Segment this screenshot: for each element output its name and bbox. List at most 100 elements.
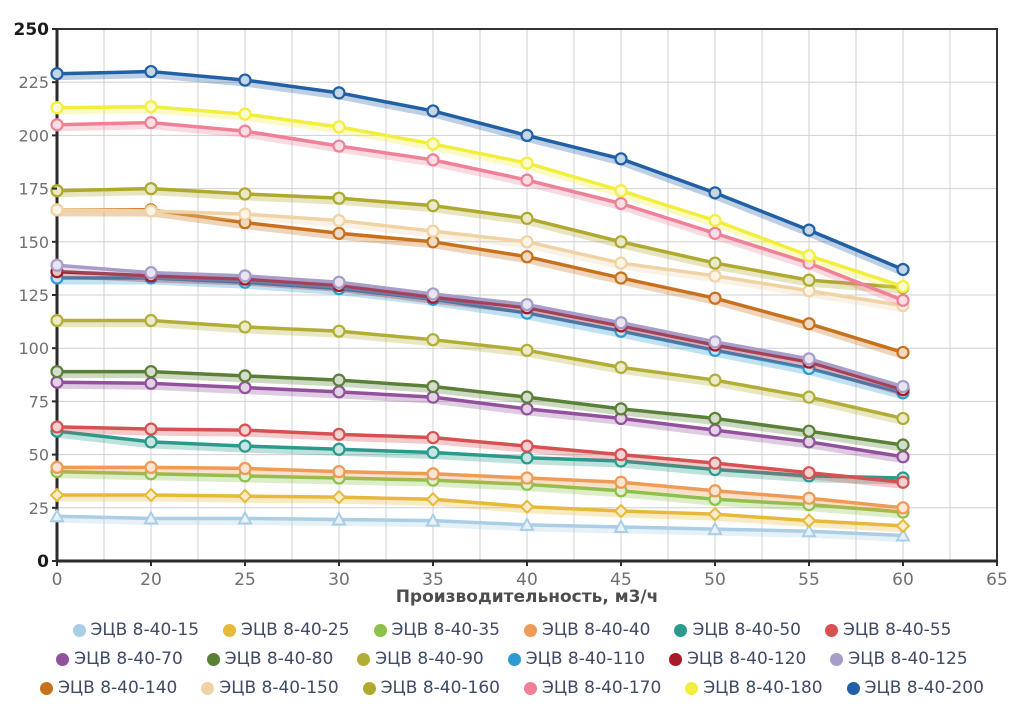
data-point-marker	[802, 223, 816, 237]
data-point-marker	[144, 422, 158, 436]
x-tick-label: 60	[892, 570, 914, 590]
legend-color-dot	[362, 681, 376, 695]
legend-item-эцв-8-40-140[interactable]: ЭЦВ 8-40-140	[40, 678, 177, 698]
x-tick-label: 55	[798, 570, 820, 590]
data-point-marker	[707, 506, 723, 522]
data-point-marker	[50, 313, 64, 328]
data-point-marker	[520, 211, 534, 225]
data-point-marker	[708, 423, 722, 437]
data-point-marker	[802, 352, 816, 366]
series-shadow	[53, 370, 907, 452]
series-эцв-8-40-90	[50, 313, 910, 426]
data-point-marker	[144, 365, 158, 379]
data-point-marker	[802, 390, 816, 404]
legend-item-эцв-8-40-180[interactable]: ЭЦВ 8-40-180	[685, 678, 823, 698]
legend-label: ЭЦВ 8-40-200	[864, 678, 984, 698]
legend-label: ЭЦВ 8-40-55	[842, 620, 952, 640]
data-point-marker	[238, 187, 252, 201]
legend-item-эцв-8-40-150[interactable]: ЭЦВ 8-40-150	[201, 678, 339, 698]
data-point-marker	[426, 430, 440, 445]
data-point-marker	[50, 101, 64, 115]
legend-color-dot	[674, 623, 688, 637]
data-point-marker	[802, 424, 816, 438]
data-point-marker	[426, 199, 440, 213]
series-shadow	[53, 319, 907, 425]
series-эцв-8-40-25	[49, 487, 911, 534]
legend-label: ЭЦВ 8-40-125	[848, 649, 968, 669]
data-point-marker	[331, 511, 347, 526]
data-point-marker	[520, 343, 534, 357]
data-point-marker	[143, 510, 159, 525]
data-point-marker	[332, 324, 346, 338]
legend-color-dot	[524, 681, 537, 695]
legend-item-эцв-8-40-50[interactable]: ЭЦВ 8-40-50	[674, 620, 801, 640]
data-point-marker	[895, 518, 911, 534]
data-point-marker	[144, 376, 158, 390]
legend-color-dot	[40, 681, 54, 695]
legend-label: ЭЦВ 8-40-50	[692, 620, 801, 640]
data-point-marker	[520, 156, 534, 170]
legend-label: ЭЦВ 8-40-110	[525, 649, 646, 669]
legend-item-эцв-8-40-80[interactable]: ЭЦВ 8-40-80	[206, 649, 334, 669]
y-tick-label: 0	[37, 552, 49, 572]
legend-item-эцв-8-40-200[interactable]: ЭЦВ 8-40-200	[846, 678, 984, 698]
legend-item-эцв-8-40-35[interactable]: ЭЦВ 8-40-35	[373, 620, 500, 640]
data-point-marker	[896, 501, 910, 515]
data-point-marker	[238, 461, 252, 476]
data-point-marker	[426, 467, 440, 481]
legend-item-эцв-8-40-125[interactable]: ЭЦВ 8-40-125	[830, 649, 968, 669]
data-point-marker	[238, 423, 252, 437]
data-point-marker	[332, 442, 346, 456]
data-point-marker	[896, 450, 910, 464]
data-point-marker	[520, 451, 534, 465]
data-point-marker	[708, 411, 722, 426]
data-point-marker	[896, 438, 910, 452]
x-tick-label: 45	[610, 570, 632, 590]
legend-item-эцв-8-40-40[interactable]: ЭЦВ 8-40-40	[524, 620, 650, 640]
data-point-marker	[520, 439, 534, 453]
data-point-marker	[238, 439, 252, 453]
legend-item-эцв-8-40-15[interactable]: ЭЦВ 8-40-15	[72, 620, 200, 640]
series-эцв-8-40-170	[50, 116, 910, 307]
legend-item-эцв-8-40-70[interactable]: ЭЦВ 8-40-70	[56, 649, 183, 669]
legend-label: ЭЦВ 8-40-15	[90, 620, 200, 640]
series-shadow	[53, 70, 907, 276]
legend-label: ЭЦВ 8-40-80	[224, 649, 334, 669]
data-point-marker	[426, 104, 440, 118]
data-point-marker	[708, 291, 722, 305]
legend-item-эцв-8-40-55[interactable]: ЭЦВ 8-40-55	[824, 620, 952, 640]
data-point-marker	[238, 73, 252, 87]
x-tick-label: 35	[422, 570, 444, 590]
legend-label: ЭЦВ 8-40-25	[241, 620, 350, 640]
legend-color-dot	[685, 681, 699, 695]
legend-item-эцв-8-40-110[interactable]: ЭЦВ 8-40-110	[507, 649, 646, 669]
y-tick-label: 50	[29, 446, 49, 465]
series-эцв-8-40-80	[50, 365, 910, 452]
data-point-marker	[144, 266, 158, 280]
legend-item-эцв-8-40-160[interactable]: ЭЦВ 8-40-160	[362, 678, 500, 698]
series-shadow	[53, 208, 907, 313]
legend-color-dot	[824, 623, 838, 637]
data-point-marker	[708, 256, 722, 270]
data-point-marker	[708, 335, 722, 349]
data-point-marker	[50, 420, 64, 434]
series-line	[55, 369, 905, 447]
axis-labels: 0 25 50 75 100 125 150 175 200 225 250 0 20 25 30 35 40 4…	[14, 20, 1008, 590]
series-эцв-8-40-150	[50, 203, 910, 313]
data-point-marker	[896, 262, 910, 277]
legend-label: ЭЦВ 8-40-140	[58, 678, 178, 698]
legend-color-dot	[830, 652, 844, 666]
legend-item-эцв-8-40-120[interactable]: ЭЦВ 8-40-120	[669, 649, 806, 669]
legend-color-dot	[201, 681, 215, 695]
data-point-marker	[50, 258, 64, 272]
legend-item-эцв-8-40-90[interactable]: ЭЦВ 8-40-90	[357, 649, 484, 669]
legend-item-эцв-8-40-25[interactable]: ЭЦВ 8-40-25	[223, 620, 350, 640]
series-line	[55, 318, 905, 421]
data-point-marker	[614, 256, 628, 270]
data-point-marker	[332, 139, 346, 153]
legend-item-эцв-8-40-170[interactable]: ЭЦВ 8-40-170	[524, 678, 661, 698]
x-tick-label: 0	[52, 570, 63, 590]
y-tick-label: 125	[18, 286, 49, 305]
data-point-marker	[802, 466, 816, 480]
